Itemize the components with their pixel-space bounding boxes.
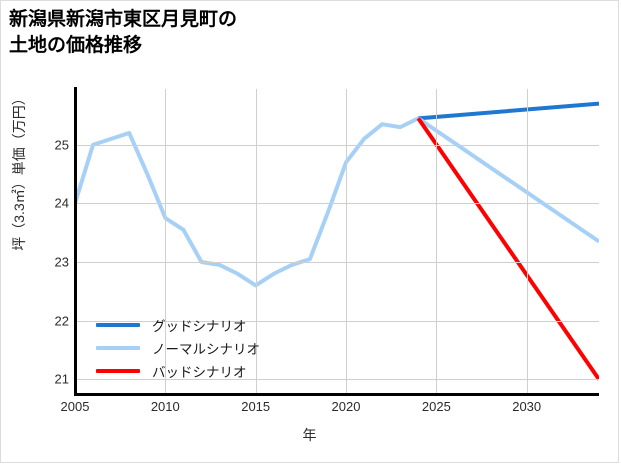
legend-item-label: バッドシナリオ [152, 364, 247, 380]
y-axis-tick-labels: 21 22 23 24 25 [39, 89, 69, 394]
gridline-vertical [526, 89, 528, 394]
y-axis-tick-label: 22 [54, 313, 69, 329]
x-axis-tick-label: 2030 [512, 399, 542, 414]
gridline-horizontal [75, 144, 599, 146]
legend-item[interactable]: ノーマルシナリオ [96, 336, 260, 359]
legend-swatch-icon [96, 322, 140, 327]
gridline-vertical [165, 89, 167, 394]
gridline-vertical [346, 89, 347, 394]
x-axis-tick-label: 2010 [150, 399, 180, 414]
gridline-horizontal [75, 262, 599, 263]
gridline-horizontal [75, 320, 599, 322]
gridline-vertical [255, 89, 257, 394]
y-axis-tick-label: 21 [54, 371, 69, 387]
gridline-vertical [436, 89, 438, 394]
legend-swatch-icon [96, 345, 140, 350]
legend-item[interactable]: グッドシナリオ [96, 313, 260, 336]
series-line-実績 [75, 116, 420, 288]
y-axis-title: 坪（3.3㎡）単価（万円） [11, 91, 27, 251]
y-axis-tick-label: 24 [54, 195, 69, 211]
legend-item[interactable]: バッドシナリオ [96, 359, 260, 382]
chart-title: 新潟県新潟市東区月見町の 土地の価格推移 [9, 9, 238, 56]
x-axis-tick-labels: 2005 2010 2015 2020 2025 2030 [61, 399, 599, 419]
x-axis-title: 年 [302, 427, 317, 443]
x-axis-tick-label: 2015 [241, 399, 271, 414]
chart-legend: グッドシナリオ ノーマルシナリオ バッドシナリオ [96, 313, 260, 382]
series-lines [75, 101, 599, 381]
y-axis-tick-label: 23 [54, 254, 69, 270]
gridline-horizontal [75, 203, 599, 205]
gridline-horizontal [75, 379, 599, 381]
x-axis-tick-label: 2025 [421, 399, 451, 414]
series-line-ノーマルシナリオ [417, 116, 599, 244]
y-axis-tick-label: 25 [54, 137, 69, 153]
legend-item-label: ノーマルシナリオ [152, 341, 260, 357]
x-axis-tick-label: 2005 [60, 399, 90, 414]
plot-area [75, 89, 599, 394]
x-axis-spine [74, 393, 599, 396]
legend-item-label: グッドシナリオ [152, 318, 247, 334]
legend-swatch-icon [96, 368, 140, 373]
series-line-グッドシナリオ [418, 101, 599, 121]
x-axis-tick-label: 2020 [331, 399, 361, 414]
series-line-バッドシナリオ [416, 117, 599, 381]
y-axis-spine [74, 87, 77, 396]
